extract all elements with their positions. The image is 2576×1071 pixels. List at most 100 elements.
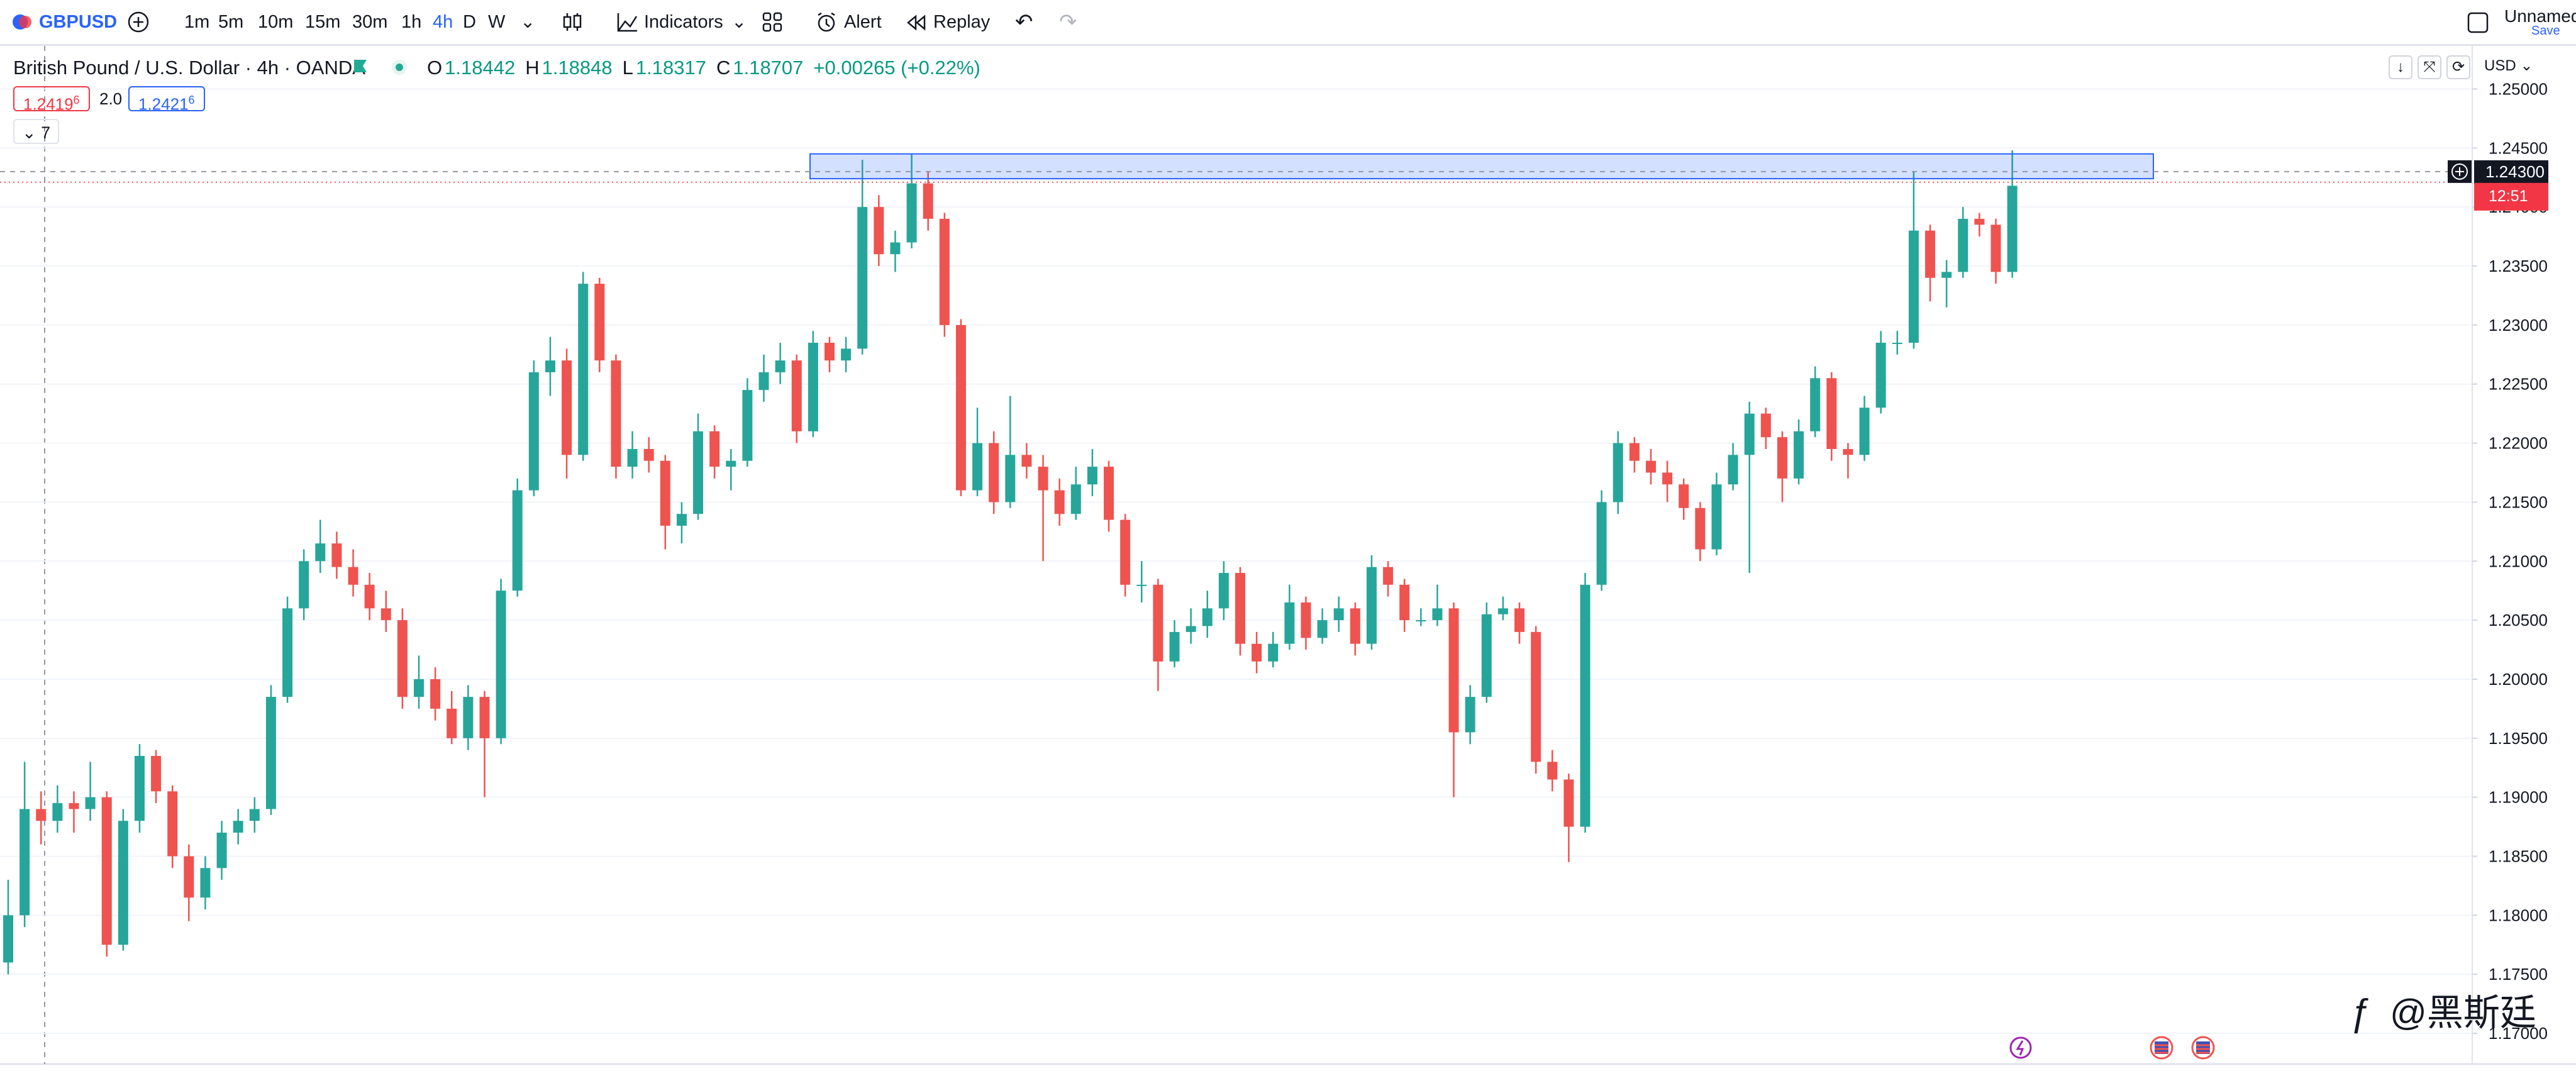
interval-button[interactable]: 30m xyxy=(352,12,388,32)
layout-name[interactable]: Unnamed xyxy=(2504,6,2576,26)
candle-body xyxy=(643,448,654,461)
y-tick-label: 1.24500 xyxy=(2489,138,2548,157)
alert-button[interactable]: Alert xyxy=(844,12,882,32)
buy-button[interactable]: 1.24216 xyxy=(128,86,205,114)
interval-button[interactable]: 1h xyxy=(401,12,422,32)
add-symbol-button[interactable] xyxy=(127,11,150,33)
sell-pip: 6 xyxy=(73,94,80,106)
event-icon[interactable] xyxy=(2009,1036,2032,1059)
candle-body xyxy=(1613,443,1623,502)
indicators-icon[interactable] xyxy=(616,11,639,33)
interval-dropdown[interactable]: ⌄ xyxy=(520,12,536,32)
candle-body xyxy=(1218,573,1229,609)
us-event-flag[interactable] xyxy=(2150,1036,2174,1060)
candle-body xyxy=(545,360,555,372)
reset-button[interactable]: ⟳ xyxy=(2446,55,2470,79)
buy-price: 1.2421 xyxy=(138,94,189,114)
interval-button[interactable]: 1m xyxy=(184,12,210,32)
interval-button[interactable]: 10m xyxy=(258,12,294,32)
y-tick-label: 1.25000 xyxy=(2489,79,2548,98)
candle-body xyxy=(69,803,79,809)
candle-body xyxy=(1416,620,1426,622)
redo-button[interactable]: ↷ xyxy=(1059,10,1077,34)
scroll-button[interactable]: ↓ xyxy=(2389,55,2412,79)
candle-body xyxy=(693,431,704,514)
candle-body xyxy=(1728,455,1738,485)
y-tick-label: 1.19000 xyxy=(2489,788,2548,807)
candle-body xyxy=(2007,186,2018,272)
candle-body xyxy=(791,360,802,431)
indicators-button[interactable]: Indicators xyxy=(644,12,723,32)
currency-button[interactable]: USD ⌄ xyxy=(2484,57,2533,74)
candle-body xyxy=(1941,272,1952,278)
candle-body xyxy=(906,183,917,243)
candle-body xyxy=(479,697,490,738)
candles xyxy=(3,150,2018,975)
indicators-toggle[interactable]: ⌄ 7 xyxy=(13,119,60,144)
candle-body xyxy=(364,584,375,609)
candle-body xyxy=(1794,431,1804,479)
flag-icon[interactable] xyxy=(352,58,369,77)
candle-body xyxy=(660,460,670,526)
candle-body xyxy=(1038,467,1048,491)
interval-button[interactable]: 15m xyxy=(305,12,341,32)
replay-button[interactable]: Replay xyxy=(933,12,991,32)
y-tick-label: 1.20000 xyxy=(2489,670,2548,689)
interval-button[interactable]: W xyxy=(488,12,506,32)
replay-icon[interactable] xyxy=(906,14,928,31)
fit-button[interactable]: ⤧ xyxy=(2418,55,2441,79)
layouts-button[interactable] xyxy=(762,12,782,32)
interval-button[interactable]: 5m xyxy=(218,12,244,32)
crosshair-label: 1.24300 xyxy=(2485,162,2545,181)
candle-body xyxy=(397,620,408,697)
indicators-count: 7 xyxy=(41,123,51,142)
sell-button[interactable]: 1.24196 xyxy=(13,86,90,114)
candle-body xyxy=(299,561,309,609)
toolbar: GBPUSD ⌄ Indicators ⌄ Alert Replay ↶ ↷ U… xyxy=(0,0,2576,46)
y-tick-label: 1.20500 xyxy=(2489,611,2548,630)
indicators-dropdown[interactable]: ⌄ xyxy=(731,12,747,32)
y-tick-label: 1.18000 xyxy=(2489,906,2548,924)
interval-button[interactable]: 4h xyxy=(433,12,453,32)
ohlc-value: 1.18317 xyxy=(635,57,706,79)
countdown: 12:51 xyxy=(2489,187,2528,205)
alert-icon[interactable] xyxy=(815,11,838,34)
ohlc-key: L xyxy=(622,57,633,79)
ohlc-key: C xyxy=(716,57,731,79)
y-tick-label: 1.18500 xyxy=(2489,847,2548,866)
add-alert-plus xyxy=(2455,167,2464,176)
candle-body xyxy=(1580,584,1591,827)
candle-body xyxy=(1629,443,1640,461)
interval-button[interactable]: D xyxy=(463,12,476,32)
candle-body xyxy=(1317,620,1328,638)
candle-body xyxy=(216,832,227,868)
candle-body xyxy=(380,608,391,621)
candle-body xyxy=(1958,218,1968,272)
candle-body xyxy=(512,490,523,591)
symbol[interactable]: GBPUSD xyxy=(39,12,118,32)
candle-body xyxy=(1679,484,1689,508)
candle-body xyxy=(118,821,128,945)
candle-body xyxy=(890,242,901,255)
candle-body xyxy=(1875,343,1886,408)
rectangle-drawing[interactable] xyxy=(809,153,2154,180)
candle-body xyxy=(1087,467,1097,485)
us-event-flag[interactable] xyxy=(2191,1036,2215,1060)
candle-body xyxy=(578,284,589,455)
legend-ohlc: O 1.18442 H 1.18848 L 1.18317 C 1.18707 +0.00265… xyxy=(427,55,980,80)
candle-body xyxy=(1711,484,1722,550)
candle-body xyxy=(955,325,966,491)
candle-body xyxy=(1465,697,1475,733)
ohlc-value: 1.18707 xyxy=(733,57,804,79)
market-status[interactable] xyxy=(390,58,409,77)
candle-body xyxy=(1826,378,1837,449)
candle-body xyxy=(824,343,835,361)
ohlc-key: H xyxy=(525,57,540,79)
undo-button[interactable]: ↶ xyxy=(1015,10,1033,34)
candle-body xyxy=(331,543,342,567)
candle-body xyxy=(1350,608,1360,644)
layout-checkbox[interactable] xyxy=(2467,11,2489,34)
candle-body xyxy=(775,360,786,372)
save-button[interactable]: Save xyxy=(2531,24,2560,38)
chart-type-button[interactable] xyxy=(562,11,583,33)
